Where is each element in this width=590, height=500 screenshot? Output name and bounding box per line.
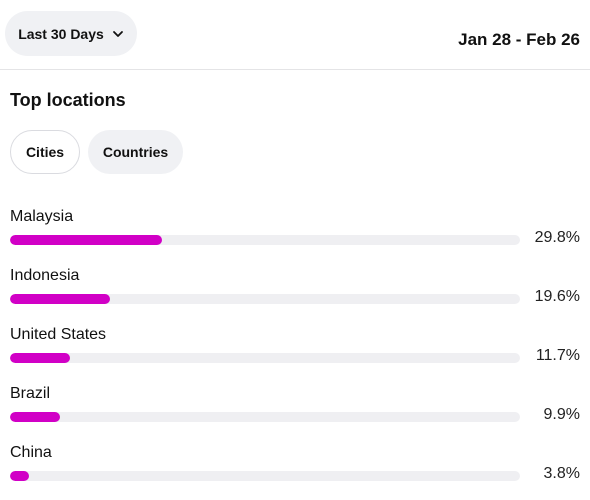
location-bar-track: [10, 294, 520, 304]
location-row-china: China 3.8%: [10, 444, 580, 494]
chevron-down-icon: [112, 30, 123, 37]
location-name: Indonesia: [10, 267, 80, 284]
location-row-brazil: Brazil 9.9%: [10, 385, 580, 435]
tab-countries-label: Countries: [102, 144, 169, 160]
location-row-indonesia: Indonesia 19.6%: [10, 267, 580, 317]
location-percent: 19.6%: [534, 288, 580, 305]
date-range-dropdown-label: Last 30 Days: [18, 25, 104, 42]
location-bar-fill: [10, 471, 30, 481]
location-bar-fill: [10, 353, 70, 363]
date-range-text: Jan 28 - Feb 26: [458, 30, 580, 49]
location-row-united-states: United States 11.7%: [10, 326, 580, 376]
location-percent: 9.9%: [543, 406, 580, 423]
location-bar-fill: [10, 235, 162, 245]
date-range-dropdown[interactable]: Last 30 Days: [5, 11, 137, 56]
location-name: China: [10, 444, 52, 461]
tab-countries[interactable]: Countries: [88, 130, 183, 174]
tab-cities[interactable]: Cities: [10, 130, 80, 174]
location-bar-track: [10, 235, 520, 245]
tab-cities-label: Cities: [25, 144, 65, 160]
location-bar-track: [10, 471, 520, 481]
location-row-malaysia: Malaysia 29.8%: [10, 208, 580, 258]
location-percent: 29.8%: [534, 229, 580, 246]
section-title: Top locations: [10, 90, 126, 110]
location-name: Brazil: [10, 385, 51, 402]
location-bar-track: [10, 412, 520, 422]
location-bar-track: [10, 353, 520, 363]
location-percent: 3.8%: [543, 465, 580, 482]
header: Last 30 Days Jan 28 - Feb 26: [0, 0, 590, 70]
location-name: United States: [10, 326, 107, 343]
location-bar-fill: [10, 294, 110, 304]
location-bar-fill: [10, 412, 61, 422]
location-name: Malaysia: [10, 208, 74, 225]
location-percent: 11.7%: [535, 347, 580, 364]
